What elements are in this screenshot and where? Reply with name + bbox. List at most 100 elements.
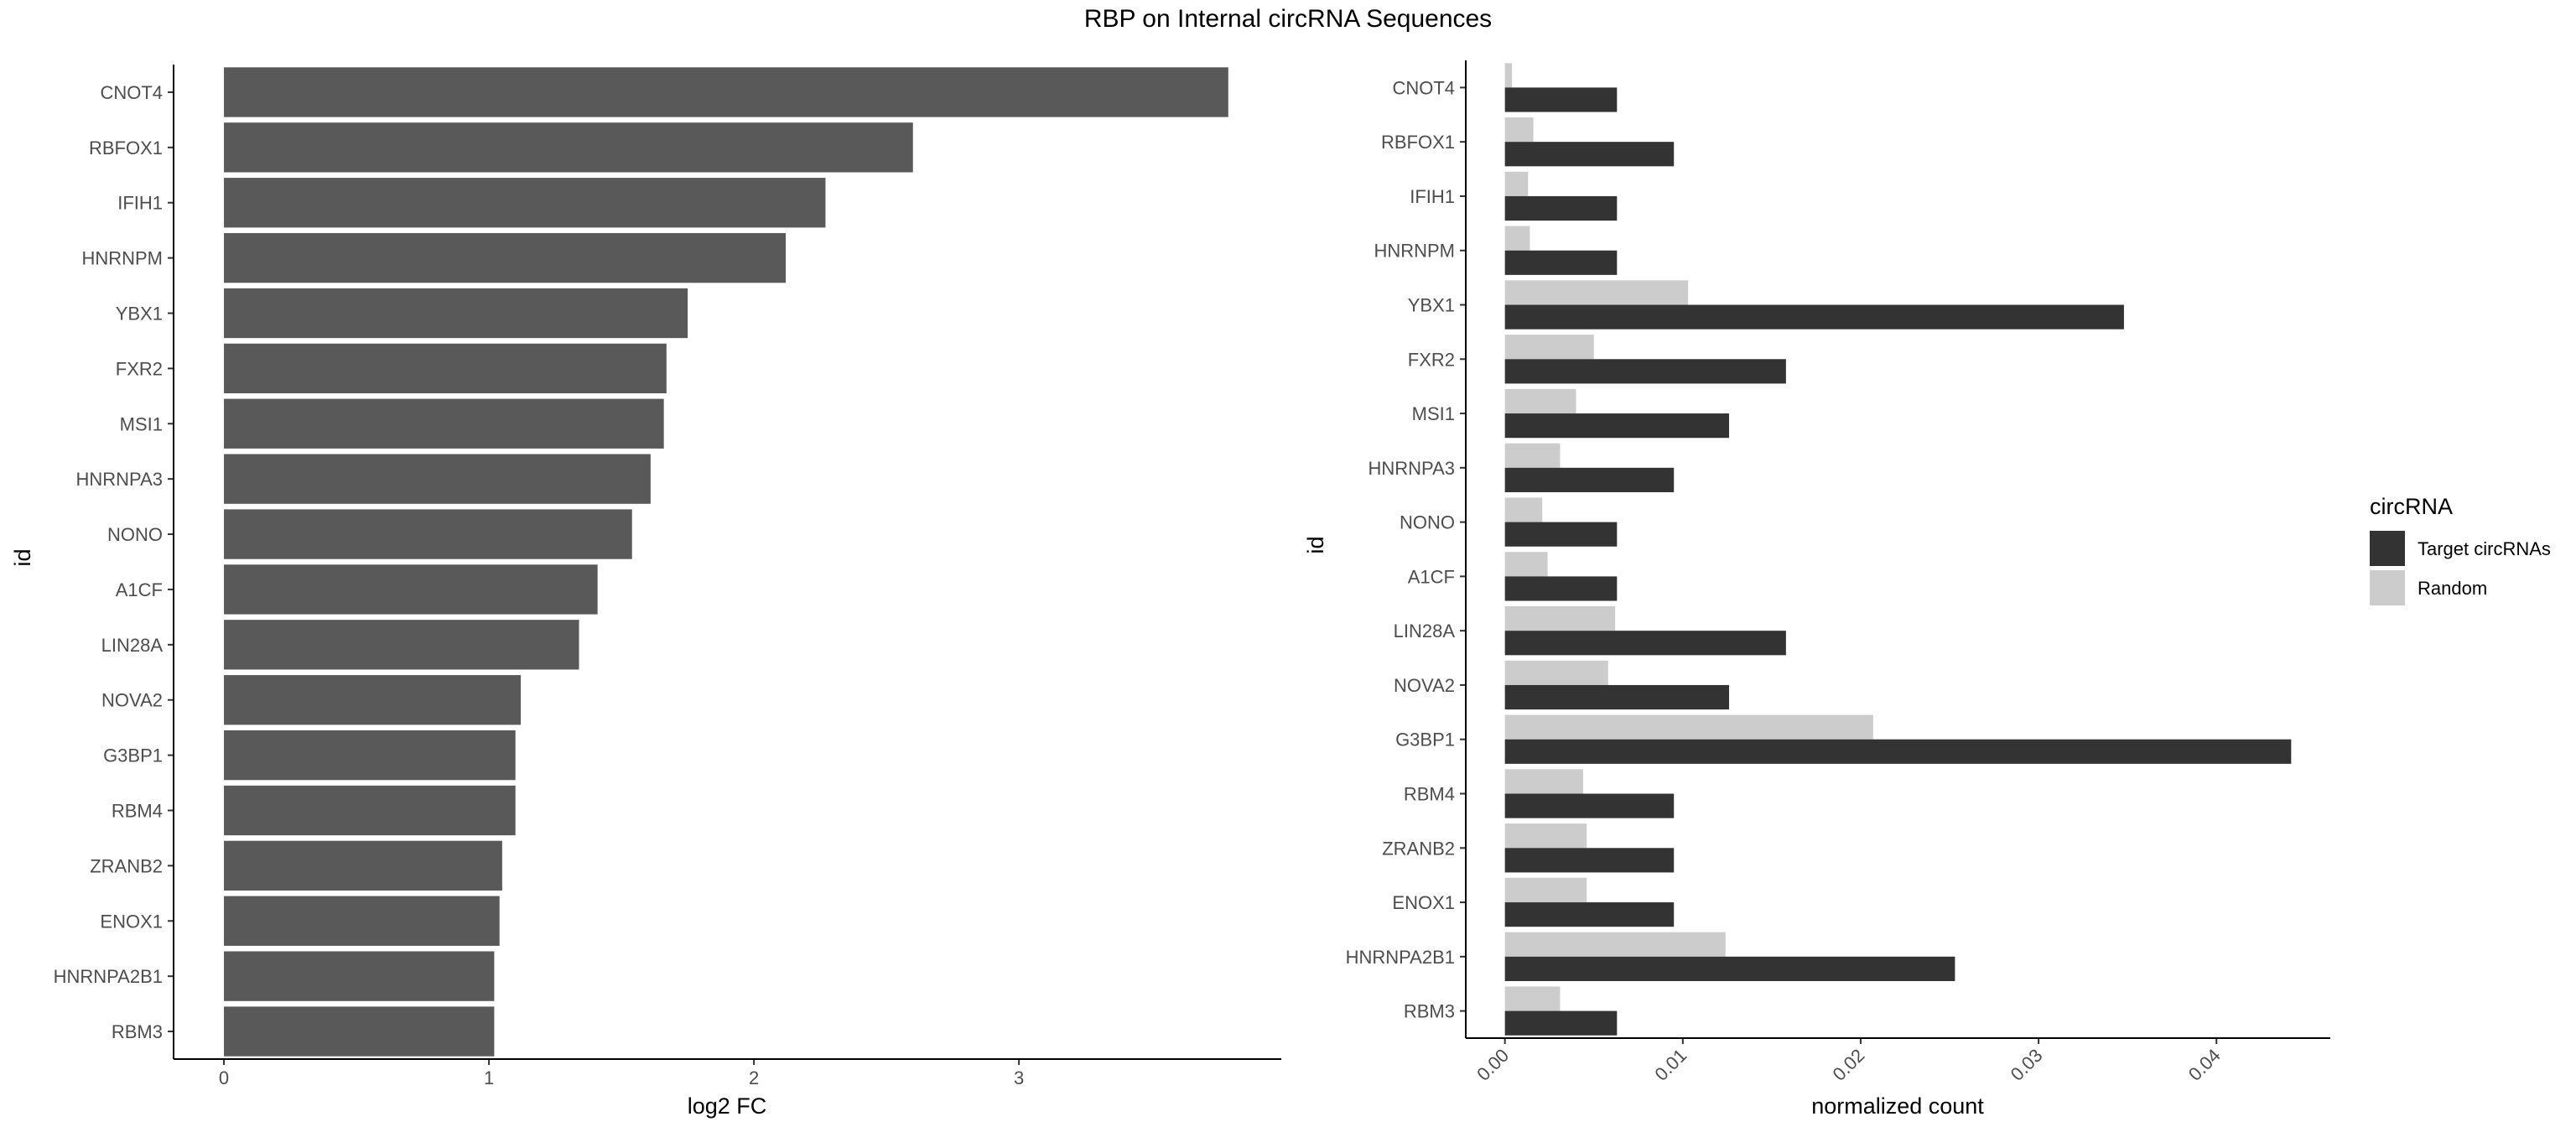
- right-bar-random-rbfox1: [1504, 117, 1534, 143]
- left-bar-a1cf: [224, 564, 598, 615]
- left-bar-ifih1: [224, 178, 826, 228]
- right-y-tick-label: HNRNPA3: [1368, 458, 1455, 479]
- right-x-axis-title: normalized count: [1811, 1093, 1984, 1119]
- left-y-tick-label: G3BP1: [103, 745, 163, 766]
- right-bar-target-g3bp1: [1504, 739, 2292, 764]
- left-panel-log2fc: CNOT4 RBFOX1 IFIH1 HNRNPM YBX1 FXR2 MSI1 HNRNPA…: [10, 65, 1281, 1119]
- right-bar-target-hnrnpa3: [1504, 467, 1675, 492]
- right-bar-target-fxr2: [1504, 359, 1786, 384]
- right-y-tick-label: RBM3: [1404, 1001, 1455, 1022]
- right-y-tick-label: LIN28A: [1394, 621, 1456, 641]
- figure-title: RBP on Internal circRNA Sequences: [1084, 5, 1492, 33]
- right-y-tick-label: MSI1: [1412, 403, 1455, 424]
- left-y-tick-label: FXR2: [116, 358, 163, 379]
- right-bar-random-nono: [1504, 497, 1543, 522]
- right-bar-random-nova2: [1504, 660, 1608, 685]
- right-bar-random-hnrnpa3: [1504, 443, 1561, 468]
- left-bar-msi1: [224, 398, 664, 449]
- right-bars: [1504, 63, 2292, 1036]
- left-bar-fxr2: [224, 343, 667, 394]
- right-bar-target-hnrnpm: [1504, 250, 1618, 275]
- right-y-tick-label: NONO: [1400, 512, 1455, 533]
- right-bar-random-msi1: [1504, 388, 1576, 414]
- left-x-tick-label: 1: [484, 1067, 494, 1088]
- right-y-tick-label: HNRNPA2B1: [1346, 947, 1455, 968]
- right-y-tick-label: ZRANB2: [1382, 838, 1455, 859]
- left-x-tick-label: 3: [1014, 1067, 1024, 1088]
- right-bar-target-zranb2: [1504, 848, 1675, 873]
- legend: circRNA Target circRNAs Random: [2370, 494, 2551, 605]
- right-y-axis-title: id: [1303, 536, 1328, 553]
- left-y-tick-label: HNRNPA3: [75, 469, 163, 490]
- right-y-tick-label: RBM4: [1404, 784, 1455, 805]
- right-y-tick-labels: CNOT4 RBFOX1 IFIH1 HNRNPM YBX1 FXR2 MSI1 HNRNPA…: [1346, 77, 1466, 1022]
- left-bars: [224, 67, 1228, 1057]
- left-bar-enox1: [224, 896, 500, 946]
- right-bar-random-zranb2: [1504, 823, 1587, 849]
- left-y-tick-label: NOVA2: [101, 690, 163, 711]
- left-x-tick-label: 0: [219, 1067, 229, 1088]
- right-y-tick-label: G3BP1: [1395, 730, 1455, 750]
- right-bar-target-enox1: [1504, 902, 1675, 927]
- right-bar-target-rbfox1: [1504, 142, 1675, 167]
- left-y-tick-label: ENOX1: [100, 911, 163, 932]
- left-bar-g3bp1: [224, 730, 516, 781]
- right-y-tick-label: A1CF: [1408, 566, 1455, 587]
- right-bar-random-cnot4: [1504, 63, 1513, 88]
- left-bar-lin28a: [224, 620, 579, 670]
- legend-label-random: Random: [2418, 578, 2487, 599]
- right-bar-random-ifih1: [1504, 171, 1529, 196]
- left-x-ticks: 0 1 2 3: [219, 1059, 1024, 1088]
- left-y-tick-label: LIN28A: [101, 635, 164, 656]
- right-bar-random-a1cf: [1504, 552, 1548, 577]
- left-y-tick-label: HNRNPA2B1: [54, 966, 163, 987]
- left-y-tick-label: IFIH1: [117, 193, 163, 214]
- right-y-tick-label: NOVA2: [1394, 675, 1455, 696]
- left-y-axis-title: id: [10, 548, 35, 566]
- left-bar-rbm3: [224, 1006, 495, 1057]
- left-y-tick-label: A1CF: [116, 579, 163, 600]
- right-bar-random-lin28a: [1504, 606, 1616, 631]
- right-bar-target-rbm3: [1504, 1010, 1618, 1036]
- left-y-tick-label: RBFOX1: [89, 138, 163, 158]
- left-y-tick-label: MSI1: [120, 413, 163, 434]
- legend-label-target-circrnas: Target circRNAs: [2418, 538, 2551, 559]
- legend-swatch-random: [2370, 570, 2405, 605]
- left-x-axis-title: log2 FC: [688, 1093, 767, 1119]
- right-y-tick-label: YBX1: [1408, 295, 1455, 316]
- left-bar-rbfox1: [224, 122, 913, 173]
- left-y-tick-label: HNRNPM: [81, 248, 163, 269]
- left-bar-zranb2: [224, 840, 502, 891]
- right-bar-random-rbm3: [1504, 986, 1561, 1011]
- legend-swatch-target-circrnas: [2370, 531, 2405, 566]
- right-y-tick-label: ENOX1: [1392, 892, 1455, 913]
- left-y-tick-label: RBM3: [112, 1021, 163, 1042]
- right-bar-random-hnrnpa2b1: [1504, 932, 1726, 957]
- right-y-tick-label: RBFOX1: [1381, 132, 1455, 153]
- right-bar-target-lin28a: [1504, 631, 1786, 656]
- left-y-tick-label: YBX1: [116, 304, 163, 325]
- left-bar-nova2: [224, 675, 521, 725]
- left-bar-nono: [224, 509, 632, 559]
- right-bar-target-nova2: [1504, 684, 1729, 710]
- right-bar-random-hnrnpm: [1504, 226, 1530, 251]
- right-bar-target-ifih1: [1504, 195, 1618, 221]
- right-bar-target-hnrnpa2b1: [1504, 956, 1955, 981]
- left-x-tick-label: 2: [749, 1067, 759, 1088]
- right-bar-target-nono: [1504, 522, 1618, 547]
- right-bar-target-rbm4: [1504, 793, 1675, 818]
- legend-title: circRNA: [2370, 494, 2453, 519]
- right-bar-random-ybx1: [1504, 280, 1689, 305]
- right-bar-target-a1cf: [1504, 576, 1618, 601]
- left-y-tick-label: RBM4: [112, 801, 163, 822]
- right-panel-normalized-count: CNOT4 RBFOX1 IFIH1 HNRNPM YBX1 FXR2 MSI1 HNRNPA…: [1303, 60, 2330, 1119]
- right-bar-target-ybx1: [1504, 304, 2124, 330]
- right-y-tick-label: FXR2: [1408, 349, 1455, 370]
- left-bar-rbm4: [224, 785, 516, 836]
- right-bar-target-msi1: [1504, 413, 1729, 439]
- left-bar-hnrnpa3: [224, 454, 651, 504]
- left-bar-hnrnpm: [224, 232, 787, 283]
- left-y-tick-labels: CNOT4 RBFOX1 IFIH1 HNRNPM YBX1 FXR2 MSI1 HNRNPA…: [54, 82, 174, 1042]
- left-bar-hnrnpa2b1: [224, 951, 495, 1001]
